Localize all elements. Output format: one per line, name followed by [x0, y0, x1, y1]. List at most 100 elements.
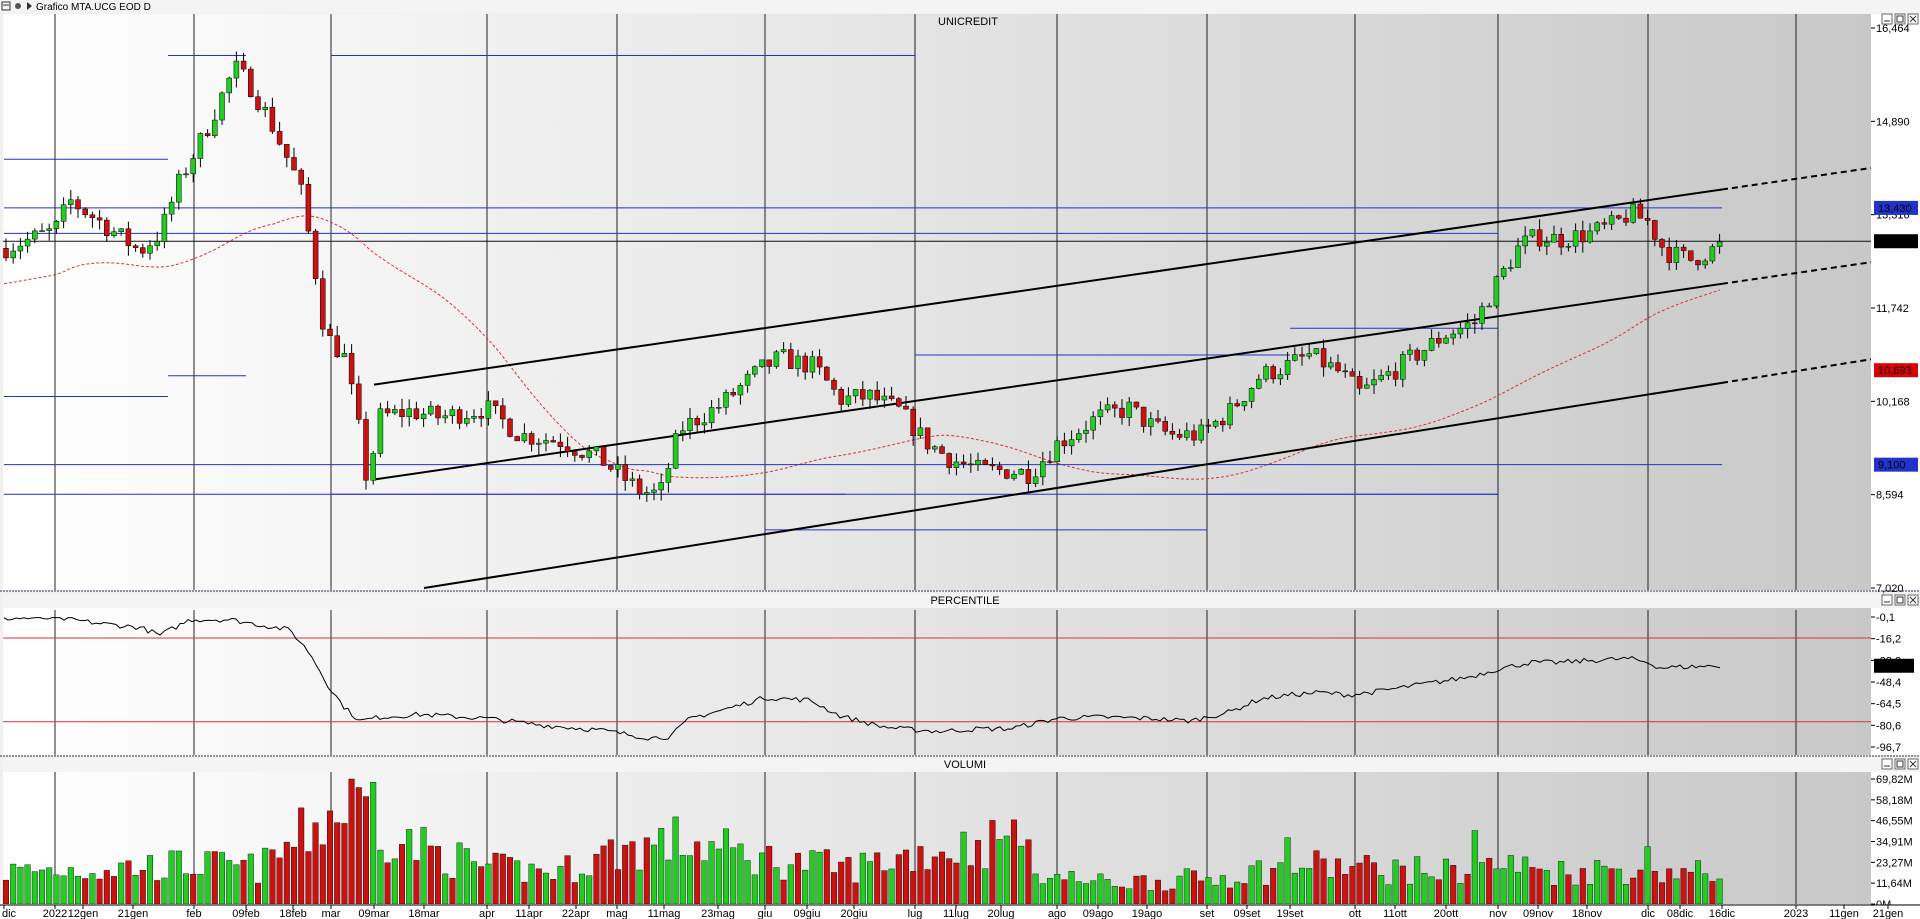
- candle-body: [356, 383, 362, 420]
- x-axis-label: giu: [758, 908, 773, 919]
- volume-bar: [939, 851, 946, 904]
- volume-bar: [240, 860, 247, 904]
- candle-body: [1227, 403, 1233, 426]
- candle-body: [284, 143, 290, 158]
- volume-bar: [1579, 868, 1586, 904]
- volume-bar: [888, 868, 895, 904]
- candle-body: [1371, 379, 1377, 386]
- candle-body: [406, 408, 412, 417]
- volume-bar: [211, 851, 218, 904]
- candle-body: [680, 430, 686, 434]
- candle-body: [478, 416, 484, 419]
- candle-body: [449, 409, 456, 417]
- volume-bar: [1190, 870, 1197, 904]
- volume-bar: [593, 854, 600, 904]
- candle-body: [111, 231, 117, 236]
- volume-bar: [694, 841, 701, 904]
- x-axis-label: 18mar: [408, 908, 440, 919]
- candle-body: [392, 409, 398, 414]
- volume-bar: [1363, 855, 1370, 904]
- candle-body: [759, 359, 765, 367]
- volume-bar: [1255, 860, 1262, 904]
- pin-icon[interactable]: [15, 3, 21, 9]
- candle-body: [903, 405, 909, 410]
- close-icon[interactable]: [1907, 594, 1919, 606]
- volume-bar: [204, 851, 211, 904]
- candle-body: [939, 446, 945, 454]
- candle-body: [816, 356, 823, 368]
- candle-body: [730, 392, 736, 396]
- candle-body: [485, 400, 492, 419]
- candle-body: [420, 413, 427, 420]
- candle-body: [622, 464, 628, 481]
- volume-bar: [946, 858, 953, 904]
- candle-body: [370, 453, 376, 481]
- volume-bar: [1046, 877, 1053, 904]
- candle-body: [1140, 406, 1147, 427]
- channel-lower-line: [423, 381, 1723, 589]
- candle-body: [154, 241, 160, 247]
- candle-body: [1457, 327, 1464, 335]
- candles: [3, 51, 1723, 502]
- volume-bar: [1392, 859, 1399, 904]
- candle-body: [989, 464, 996, 467]
- close-icon[interactable]: [1907, 13, 1919, 25]
- volume-bar: [1291, 872, 1298, 904]
- volume-bar: [1003, 835, 1010, 904]
- volume-bar: [658, 828, 665, 904]
- price-axis-label: 7,020: [1876, 583, 1904, 595]
- minimize-icon[interactable]: [1881, 758, 1893, 770]
- candle-body: [644, 492, 650, 495]
- maximize-icon[interactable]: [1894, 594, 1906, 606]
- percentile-axis-label: -16,2: [1876, 634, 1901, 646]
- candle-body: [845, 395, 852, 405]
- candle-body: [39, 230, 45, 232]
- candle-body: [147, 245, 153, 254]
- volume-axis-label: 46,55M: [1876, 816, 1913, 828]
- volume-bar: [1284, 837, 1291, 904]
- candle-body: [327, 328, 333, 336]
- close-icon[interactable]: [1907, 758, 1919, 770]
- volume-bar: [557, 866, 564, 904]
- volume-bar: [701, 860, 708, 904]
- volume-bar: [1169, 888, 1176, 904]
- percentile-line: [3, 617, 1721, 741]
- maximize-icon[interactable]: [1894, 758, 1906, 770]
- price-tag-label: 10,693: [1878, 365, 1912, 377]
- candle-body: [1133, 401, 1140, 408]
- volume-axis-label: 58,18M: [1876, 795, 1913, 807]
- volume-bar: [1054, 874, 1061, 904]
- minimize-icon[interactable]: [1881, 594, 1893, 606]
- candle-body: [96, 217, 103, 221]
- minimize-icon[interactable]: [1881, 13, 1893, 25]
- volume-bar: [399, 844, 406, 904]
- volume-bar: [492, 852, 499, 904]
- volume-bar: [363, 796, 370, 904]
- window-menu-icon[interactable]: [1, 1, 11, 11]
- volume-bar: [924, 869, 931, 904]
- volume-bar: [1154, 879, 1161, 904]
- window-titlebar: [0, 0, 1920, 13]
- moving-average-line: [3, 215, 1721, 480]
- percentile-axis-label: -96,7: [1876, 742, 1901, 754]
- x-axis-label: 09giu: [794, 908, 821, 919]
- volume-bar: [53, 874, 60, 904]
- candle-body: [298, 169, 304, 185]
- volume-bar: [1147, 890, 1154, 904]
- volume-bar: [859, 852, 866, 904]
- volume-bar: [168, 850, 175, 904]
- arrow-icon[interactable]: [27, 2, 32, 10]
- x-axis-label: 11gen: [1829, 908, 1859, 919]
- maximize-icon[interactable]: [1894, 13, 1906, 25]
- volume-bar: [1478, 862, 1485, 904]
- volume-bar: [1622, 883, 1629, 904]
- volume-bar: [327, 810, 334, 904]
- volume-bar: [1442, 858, 1449, 904]
- volume-bar: [1118, 886, 1125, 904]
- candle-body: [896, 398, 902, 407]
- volume-bar: [1421, 873, 1428, 904]
- volume-bar: [643, 837, 650, 904]
- price-tag-box: [1874, 234, 1918, 249]
- price-panel-controls: [1881, 13, 1919, 25]
